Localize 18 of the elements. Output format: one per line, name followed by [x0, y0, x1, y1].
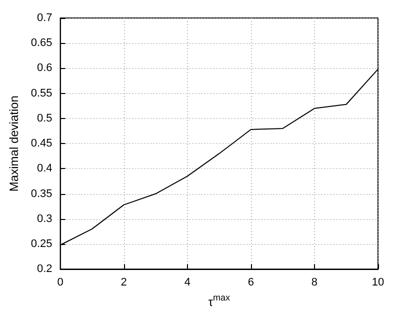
y-tick-label: 0.5 — [37, 112, 52, 124]
y-tick-label: 0.65 — [30, 37, 52, 50]
y-tick-label: 0.35 — [30, 188, 52, 200]
y-tick-label: 0.3 — [37, 212, 52, 225]
y-tick-label: 0.55 — [30, 87, 52, 100]
x-tick-label: 0 — [57, 276, 64, 289]
x-tick-label: 6 — [248, 276, 254, 289]
y-tick-label: 0.7 — [37, 12, 52, 24]
y-tick-label: 0.6 — [37, 62, 52, 74]
y-tick-label: 0.2 — [37, 263, 52, 276]
x-tick-label: 8 — [311, 276, 318, 289]
y-axis-title: Maximal deviation — [7, 96, 21, 192]
y-tick-label: 0.45 — [30, 138, 52, 150]
y-tick-label: 0.25 — [30, 238, 52, 250]
y-tick-label: 0.4 — [37, 162, 52, 175]
x-tick-label: 4 — [184, 276, 190, 289]
x-tick-label: 2 — [120, 276, 127, 289]
x-tick-label: 10 — [372, 276, 384, 289]
